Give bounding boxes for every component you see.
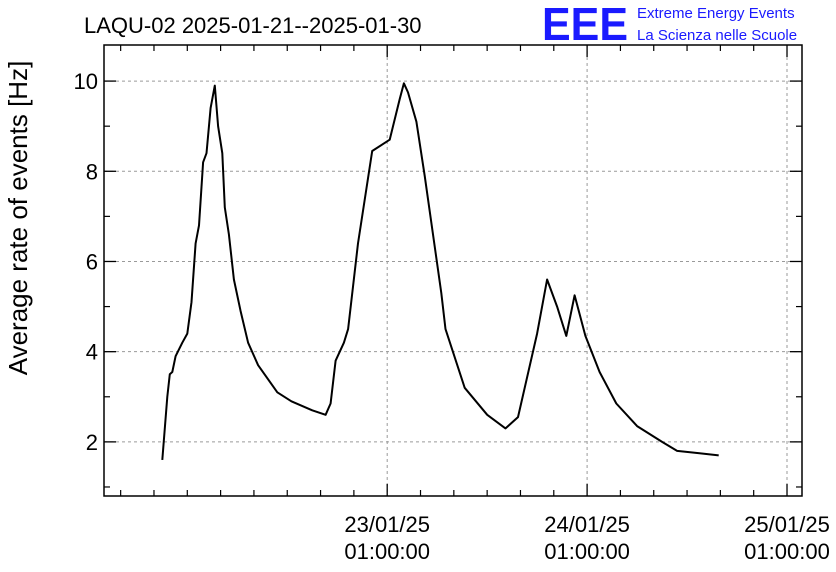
plot-frame [103, 44, 803, 497]
y-tick-labels: 2 4 6 8 10 [74, 69, 98, 455]
grid [104, 45, 802, 496]
logo-mark: EEE [542, 0, 628, 50]
y-tick-label: 10 [74, 69, 98, 94]
y-tick-label: 8 [86, 159, 98, 184]
x-tick-label-date: 25/01/25 [744, 512, 830, 537]
logo-line-2: La Scienza nelle Scuole [637, 27, 797, 44]
chart-title: LAQU-02 2025-01-21--2025-01-30 [84, 13, 422, 38]
x-tick-label-time: 01:00:00 [744, 539, 830, 564]
y-tick-label: 6 [86, 249, 98, 274]
y-tick-label: 4 [86, 340, 98, 365]
y-tick-label: 2 [86, 430, 98, 455]
series-line [161, 82, 719, 460]
series-layer [161, 82, 719, 460]
ticks [104, 45, 802, 496]
x-tick-label-date: 23/01/25 [344, 512, 430, 537]
x-tick-labels: 23/01/2501:00:0024/01/2501:00:0025/01/25… [344, 512, 829, 564]
eee-logo: EEE Extreme Energy Events La Scienza nel… [542, 0, 797, 50]
y-axis-label: Average rate of events [Hz] [3, 61, 33, 376]
x-tick-label-time: 01:00:00 [344, 539, 430, 564]
x-tick-label-time: 01:00:00 [544, 539, 630, 564]
x-tick-label-date: 24/01/25 [544, 512, 630, 537]
logo-line-1: Extreme Energy Events [637, 5, 795, 22]
